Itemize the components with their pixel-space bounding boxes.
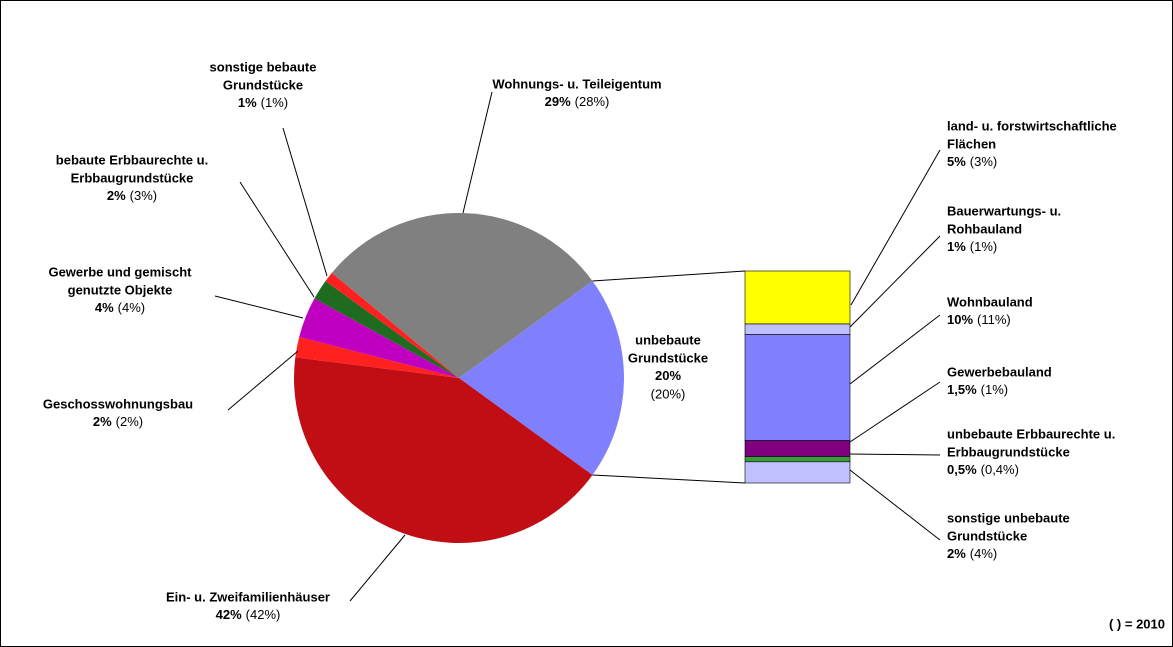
value-2010: (1%) [981, 382, 1008, 397]
value-2011: 42% [216, 607, 242, 622]
pie-slice [331, 212, 593, 378]
value-2011: 1,5% [947, 382, 977, 397]
bar-segment [744, 440, 851, 457]
slice-label: genutzte Objekte [68, 282, 173, 297]
pie-slice [325, 272, 459, 378]
bar-segment [744, 461, 851, 484]
value-label: 1% (1%) [238, 95, 288, 110]
slice-label: Erbbaugrundstücke [71, 170, 194, 185]
slice-label: unbebaute [635, 332, 701, 347]
pie-slice [295, 336, 459, 378]
value-2010: (4%) [970, 546, 997, 561]
slice-label: Bauerwartungs- u. [947, 203, 1061, 218]
leader-line [227, 350, 299, 411]
value-label: 2% (2%) [93, 414, 143, 429]
bar-segment [744, 323, 851, 335]
value-label: 0,5% (0,4%) [947, 462, 1019, 477]
pie-slice [314, 281, 459, 378]
slice-label: Grundstücke [947, 528, 1027, 543]
leader-line [849, 235, 941, 328]
slice-label: Wohnungs- u. Teileigentum [492, 76, 661, 91]
slice-label: sonstige unbebaute [947, 510, 1070, 525]
value-2011: 2% [947, 546, 966, 561]
slice-label: unbebaute Erbbaurechte u. [947, 426, 1115, 441]
value-label: 20% [655, 368, 681, 383]
value-label: 29% (28%) [545, 94, 610, 109]
connector [592, 270, 746, 282]
value-2010: (1%) [261, 95, 288, 110]
value-2010: (0,4%) [981, 462, 1019, 477]
slice-label: Geschosswohnungsbau [43, 396, 193, 411]
slice-label: Rohbauland [947, 221, 1022, 236]
slice-label: Grundstücke [223, 77, 303, 92]
value-2010: (3%) [130, 188, 157, 203]
value-2010: (42%) [246, 607, 281, 622]
leader-line [214, 295, 304, 319]
value-2010: (20%) [651, 386, 686, 401]
slice-label: land- u. forstwirtschaftliche [947, 118, 1117, 133]
value-2010: (28%) [575, 94, 610, 109]
connector [592, 474, 746, 484]
leader-line [462, 91, 493, 214]
leader-line [850, 149, 941, 306]
value-2011: 20% [655, 368, 681, 383]
pie-slice [299, 298, 459, 378]
slice-label: Ein- u. Zweifamilienhäuser [166, 589, 330, 604]
value-2011: 0,5% [947, 462, 977, 477]
value-2011: 1% [947, 239, 966, 254]
value-2010: (2%) [116, 414, 143, 429]
note: ( ) = 2010 [1109, 616, 1165, 631]
value-label: 1,5% (1%) [947, 382, 1008, 397]
value-2011: 4% [95, 300, 114, 315]
value-2010: (3%) [970, 154, 997, 169]
value-label: 4% (4%) [95, 300, 145, 315]
leader-line [849, 314, 941, 385]
slice-label: Erbbaugrundstücke [947, 444, 1070, 459]
pie-slice [459, 281, 625, 475]
leader-line [349, 534, 406, 602]
bar-segment [744, 456, 851, 463]
value-label: 42% (42%) [216, 607, 281, 622]
value-label: 5% (3%) [947, 154, 997, 169]
leader-line [239, 181, 315, 298]
slice-label: Flächen [947, 136, 996, 151]
slice-label: Gewerbebauland [947, 364, 1052, 379]
bar-segment [744, 270, 851, 325]
leader-line [849, 453, 941, 456]
pie-slice [294, 357, 593, 543]
slice-label: Grundstücke [628, 350, 708, 365]
value-2010: (4%) [118, 300, 145, 315]
slice-label: sonstige bebaute [210, 59, 317, 74]
leader-line [849, 381, 941, 443]
leader-line [849, 469, 941, 541]
value-2011: 5% [947, 154, 966, 169]
value-2011: 29% [545, 94, 571, 109]
value-label: 2% (3%) [107, 188, 157, 203]
value-2010: (11%) [977, 312, 1011, 327]
slice-label: Gewerbe und gemischt [48, 264, 192, 279]
slice-label: bebaute Erbbaurechte u. [56, 152, 208, 167]
slice-label: Wohnbauland [947, 294, 1033, 309]
leader-line [282, 127, 328, 277]
value-label: 1% (1%) [947, 239, 997, 254]
value-2011: 2% [107, 188, 126, 203]
value-label: 2% (4%) [947, 546, 997, 561]
value-2011: 10% [947, 312, 973, 327]
value-2010: (1%) [970, 239, 997, 254]
value-2011: 2% [93, 414, 112, 429]
bar-segment [744, 334, 851, 441]
value-2011: 1% [238, 95, 257, 110]
value-label: 10% (11%) [947, 312, 1011, 327]
